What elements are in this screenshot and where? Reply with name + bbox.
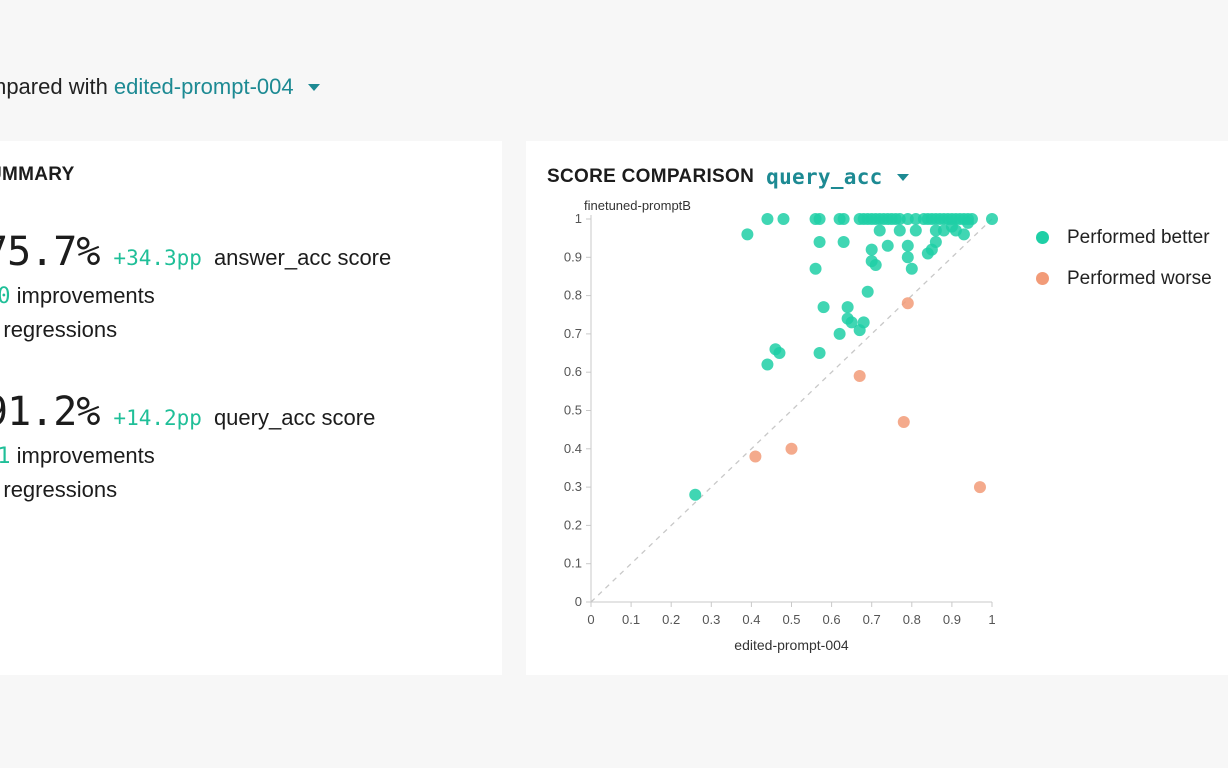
improvements-count: 91 — [0, 444, 11, 469]
better-point — [813, 347, 826, 360]
regressions-line[interactable]: 4 regressions — [0, 317, 391, 343]
worse-point — [749, 450, 762, 463]
legend-marker — [1036, 272, 1049, 285]
x-tick-label: 0.6 — [823, 612, 841, 627]
worse-point — [897, 415, 910, 428]
y-axis-label: finetuned-promptB — [584, 198, 691, 213]
metric-selector[interactable]: query_acc — [766, 165, 883, 189]
worse-point — [901, 297, 914, 310]
better-point — [905, 262, 918, 275]
better-point — [817, 301, 830, 314]
better-point — [741, 228, 754, 241]
metric-label: query_acc score — [213, 405, 376, 430]
improvements-label: improvements — [16, 283, 155, 308]
x-tick-label: 0.2 — [662, 612, 680, 627]
better-point — [857, 316, 870, 329]
better-point — [809, 262, 822, 275]
y-tick-label: 0 — [575, 594, 582, 609]
legend-item-worse[interactable]: Performed worse — [1036, 258, 1212, 299]
y-tick-label: 0.1 — [564, 556, 582, 571]
regressions-label: regressions — [3, 317, 118, 342]
metric-value: 75.7% — [0, 229, 100, 275]
y-tick-label: 0.8 — [564, 288, 582, 303]
x-tick-label: 0.7 — [863, 612, 881, 627]
scatter-plot: 00 0.1 0.1 0.2 0.2 0.3 0.3 0.4 0.4 0.5 0.5 0.6 0.6 0.… — [564, 198, 998, 653]
y-tick-label: 0.2 — [564, 517, 582, 532]
x-tick-label: 0.9 — [943, 612, 961, 627]
y-tick-label: 0.6 — [564, 364, 582, 379]
better-point — [845, 316, 858, 329]
summary-panel: UMMARY 75.7% +34.3pp answer_acc score 40… — [0, 141, 502, 675]
better-point — [813, 213, 826, 225]
improvements-count: 40 — [0, 284, 11, 309]
improvements-label: improvements — [16, 443, 155, 468]
compare-prefix: mpared with — [0, 74, 108, 99]
y-tick-label: 1 — [575, 211, 582, 226]
chart-legend: Performed better Performed worse — [1036, 217, 1212, 299]
better-point — [813, 235, 826, 248]
metric-query-acc: 91.2% +14.2pp query_acc score 91 improve… — [0, 389, 375, 503]
better-point — [881, 239, 894, 252]
better-point — [901, 239, 914, 252]
improvements-line[interactable]: 91 improvements — [0, 443, 375, 469]
x-axis-label: edited-prompt-004 — [734, 637, 849, 653]
better-point — [837, 213, 850, 225]
chart-title: SCORE COMPARISON — [547, 166, 755, 187]
better-point — [689, 488, 702, 501]
better-point — [773, 347, 786, 360]
better-point — [777, 213, 790, 225]
regressions-line[interactable]: 6 regressions — [0, 477, 375, 503]
legend-label: Performed better — [1067, 226, 1210, 248]
x-tick-label: 0.4 — [742, 612, 760, 627]
y-tick-label: 0.3 — [564, 479, 582, 494]
x-tick-label: 0 — [587, 612, 594, 627]
worse-point — [853, 370, 866, 383]
metric-value: 91.2% — [0, 389, 100, 435]
worse-point — [785, 442, 798, 455]
better-point — [865, 243, 878, 256]
legend-label: Performed worse — [1067, 267, 1212, 289]
y-tick-label: 0.5 — [564, 403, 582, 418]
metric-delta: +34.3pp — [113, 246, 202, 270]
comparison-selector[interactable]: mpared with edited-prompt-004 — [0, 74, 320, 100]
metric-answer-acc: 75.7% +34.3pp answer_acc score 40 improv… — [0, 229, 391, 343]
better-point — [929, 235, 942, 248]
y-tick-label: 0.4 — [564, 441, 582, 456]
better-point — [901, 251, 914, 264]
metric-delta: +14.2pp — [113, 406, 202, 430]
chart-header: SCORE COMPARISON query_acc — [547, 165, 909, 189]
worse-point — [973, 481, 986, 494]
y-tick-label: 0.7 — [564, 326, 582, 341]
chevron-down-icon[interactable] — [307, 83, 320, 91]
better-point — [986, 213, 998, 225]
better-point — [869, 258, 882, 271]
compare-target-link[interactable]: edited-prompt-004 — [113, 74, 294, 99]
regressions-label: regressions — [3, 477, 118, 502]
better-point — [841, 301, 854, 314]
better-point — [893, 224, 906, 237]
legend-item-better[interactable]: Performed better — [1036, 217, 1212, 258]
better-point — [957, 228, 970, 241]
summary-title: UMMARY — [0, 164, 75, 185]
better-point — [909, 224, 922, 237]
y-tick-label: 0.9 — [564, 249, 582, 264]
score-comparison-panel: 0 0 0.1 0.1 0.2 0.2 0.3 0.3 0.4 0.4 0.5 0.5 0.6 0.6 0.… — [526, 141, 1228, 675]
better-point — [873, 224, 886, 237]
legend-marker — [1036, 231, 1049, 244]
better-point — [861, 285, 874, 298]
better-point — [761, 358, 774, 371]
x-tick-label: 0.8 — [903, 612, 921, 627]
x-tick-label: 0.5 — [782, 612, 800, 627]
x-tick-label: 1 — [988, 612, 995, 627]
better-point — [833, 327, 846, 340]
better-point — [961, 216, 974, 229]
improvements-line[interactable]: 40 improvements — [0, 283, 391, 309]
better-point — [837, 235, 850, 248]
diagonal-reference-line — [590, 218, 993, 603]
metric-label: answer_acc score — [213, 245, 392, 270]
better-point — [761, 213, 774, 225]
chevron-down-icon[interactable] — [896, 173, 909, 181]
x-tick-label: 0.3 — [702, 612, 720, 627]
x-tick-label: 0.1 — [622, 612, 640, 627]
